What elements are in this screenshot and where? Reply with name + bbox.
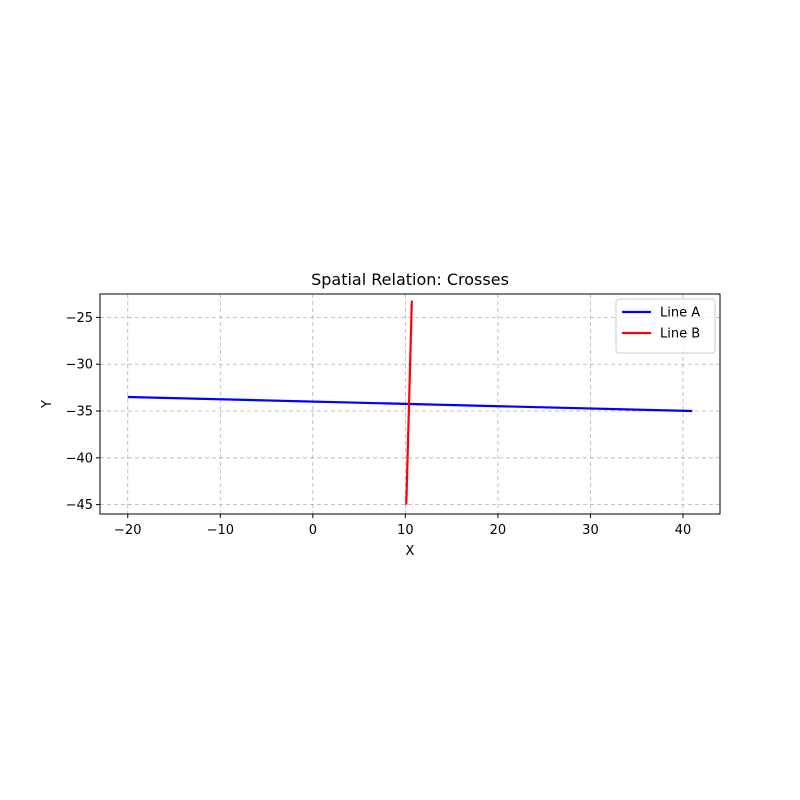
x-tick-label: 40	[675, 523, 692, 538]
legend-label: Line A	[660, 306, 700, 321]
series-layer	[127, 300, 693, 505]
y-tick-label: −45	[66, 498, 93, 513]
y-tick-label: −40	[66, 451, 93, 466]
axes-frame	[99, 293, 721, 515]
y-axis-label: Y	[40, 400, 55, 409]
x-tick-label: 30	[582, 523, 599, 538]
y-tick-label: −25	[66, 311, 93, 326]
legend-label: Line B	[660, 327, 700, 342]
series-line-b	[405, 300, 413, 505]
x-tick-label: 20	[490, 523, 507, 538]
ticks: −20 −10 0 10 20 30 40 −25 −30 −35 −40 −45	[66, 311, 692, 538]
x-tick-label: 0	[309, 523, 317, 538]
x-tick-label: −20	[114, 523, 141, 538]
y-tick-label: −35	[66, 405, 93, 420]
chart-title: Spatial Relation: Crosses	[311, 270, 509, 289]
y-tick-label: −30	[66, 358, 93, 373]
x-tick-label: 10	[397, 523, 414, 538]
x-tick-label: −10	[207, 523, 234, 538]
x-axis-label: X	[406, 544, 415, 559]
legend: Line A Line B	[615, 298, 716, 354]
